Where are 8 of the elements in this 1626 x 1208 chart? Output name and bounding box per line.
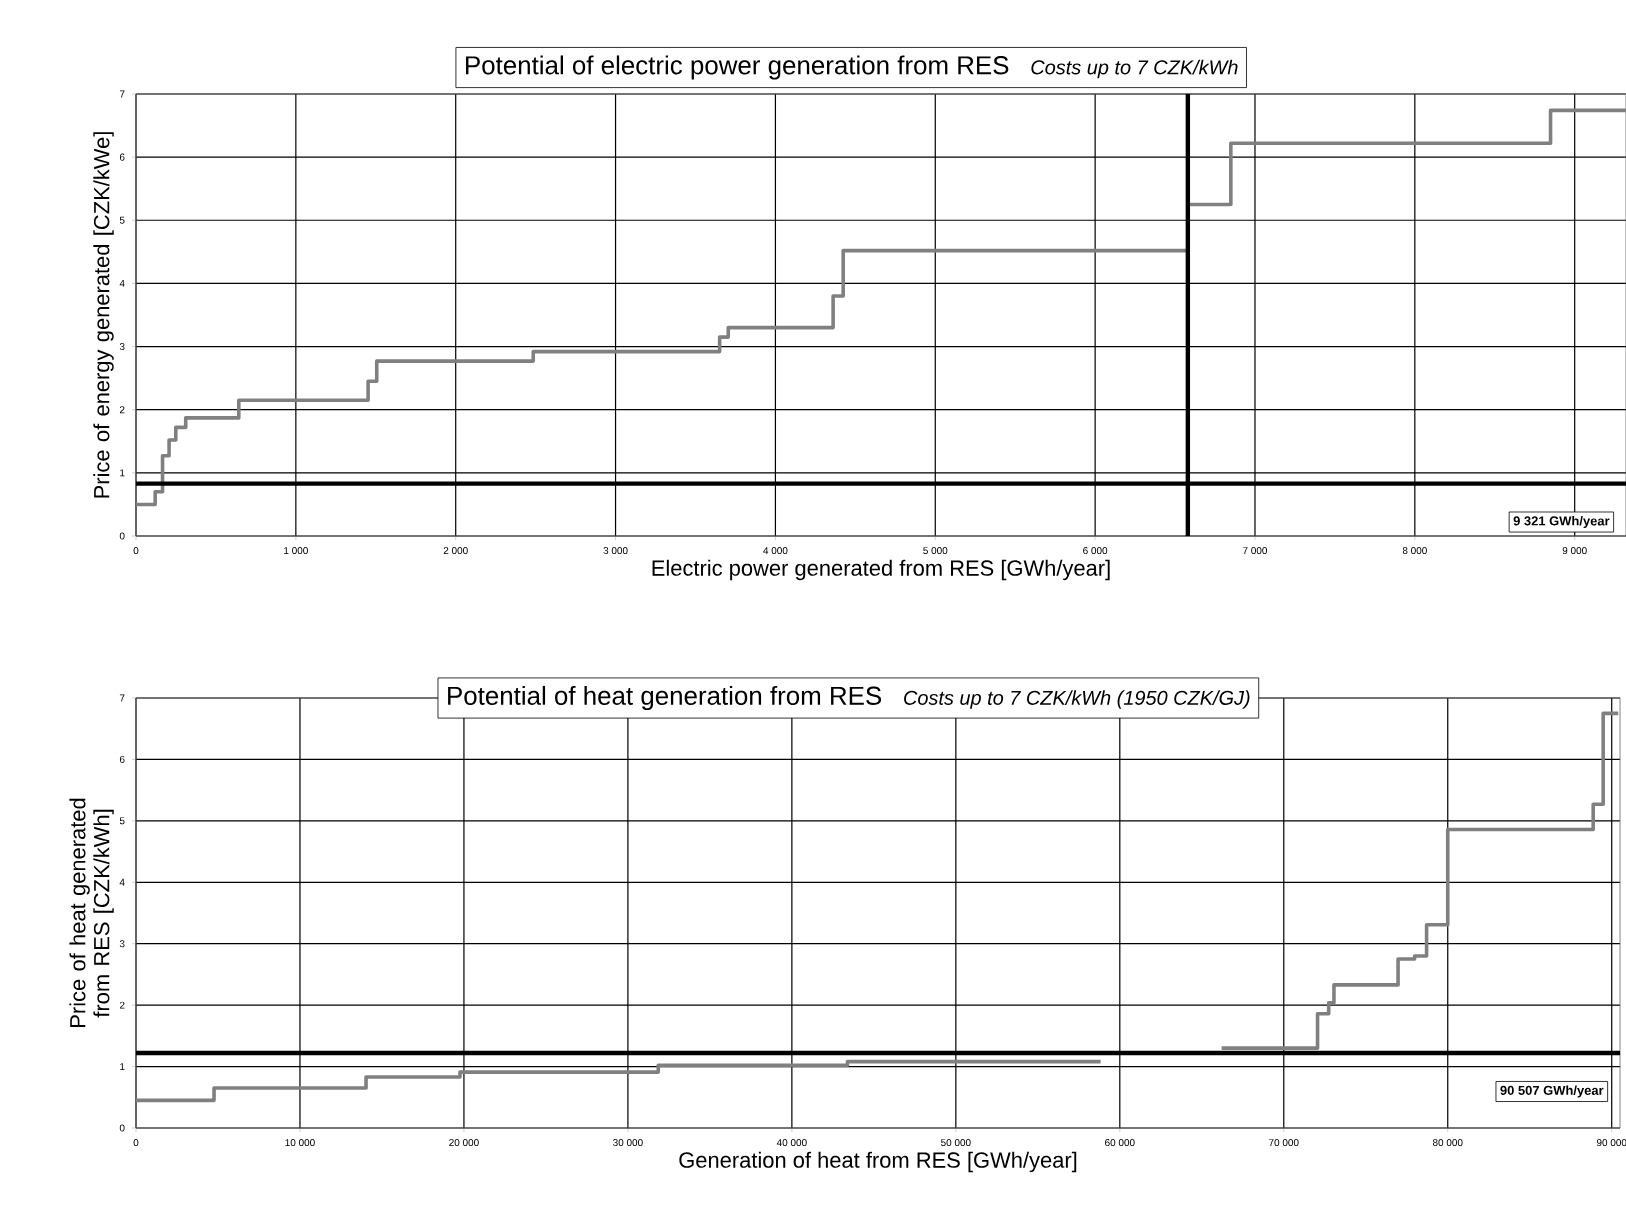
chart-subtitle: Costs up to 7 CZK/kWh (1950 CZK/GJ) bbox=[904, 690, 1250, 709]
chart-subtitle: Costs up to 7 CZK/kWh bbox=[1031, 59, 1238, 79]
x-axis-title: Generation of heat from RES [GWh/year] bbox=[679, 1151, 1077, 1173]
y-axis-title: Price of heat generated from RES [CZK/kWh] bbox=[69, 798, 114, 1027]
chart-title: Potential of electric power generation from RES bbox=[466, 55, 1009, 80]
y-axis-title: Price of energy generated [CZK/kWe] bbox=[93, 132, 114, 498]
x-axis-title: Electric power generated from RES [GWh/year] bbox=[652, 559, 1110, 581]
chart-title: Potential of heat generation from RES bbox=[448, 685, 882, 711]
